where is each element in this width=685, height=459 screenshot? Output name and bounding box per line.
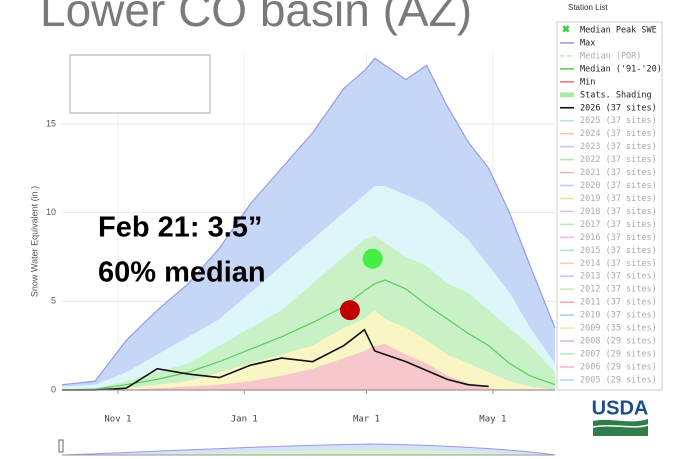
legend-label: Min xyxy=(580,77,595,87)
legend-label: Median Peak SWE xyxy=(580,26,657,36)
legend-label: Max xyxy=(580,38,595,48)
series-line xyxy=(62,328,489,391)
y-tick-label: 15 xyxy=(46,118,56,128)
series-line xyxy=(61,57,556,386)
legend-label: 2018 (37 sites) xyxy=(580,207,657,217)
y-axis-label: Snow Water Equivalent (in.) xyxy=(29,186,39,297)
legend-label: 2006 (29 sites) xyxy=(580,362,657,372)
median-peak-point xyxy=(362,248,383,269)
legend-label: 2024 (37 sites) xyxy=(580,129,657,139)
legend-label: 2026 (37 sites) xyxy=(580,103,657,113)
legend-label: 2017 (37 sites) xyxy=(580,220,657,230)
legend-label: 2014 (37 sites) xyxy=(580,259,657,269)
navigator xyxy=(58,439,556,456)
logo-wave xyxy=(592,424,649,428)
plot-area: 0 5 10 15 Nov 1 Jan 1 Mar 1 May 1 Snow Water Equ… xyxy=(29,53,556,425)
legend: ✖ Median Peak SWE Max Median (POR) Median ('… xyxy=(560,25,662,385)
legend-label: 2010 (37 sites) xyxy=(580,311,657,321)
logo-text: USDA xyxy=(592,397,649,419)
annotation: 60% median xyxy=(98,257,266,289)
chart-title: Lower CO basin (AZ) xyxy=(40,0,472,36)
legend-label: 2009 (35 sites) xyxy=(580,324,657,334)
legend-label: 2005 (29 sites) xyxy=(580,375,657,385)
navigator-handle[interactable] xyxy=(58,439,64,453)
logo-wave xyxy=(593,419,648,436)
legend-label: 2011 (37 sites) xyxy=(580,298,657,308)
legend-label: 2016 (37 sites) xyxy=(580,233,657,243)
legend-label: 2021 (37 sites) xyxy=(580,168,657,178)
legend-label: 2025 (37 sites) xyxy=(580,116,657,126)
legend-title: Station List xyxy=(568,3,608,12)
series-line xyxy=(61,279,556,391)
legend-label: 2012 (37 sites) xyxy=(580,285,657,295)
y-tick-label: 0 xyxy=(51,384,56,394)
legend-box xyxy=(556,21,663,391)
legend-label: Median (POR) xyxy=(580,51,641,61)
legend-label: 2022 (37 sites) xyxy=(580,155,657,165)
x-tick-label: Jan 1 xyxy=(231,415,258,425)
annotation: Feb 21: 3.5” xyxy=(98,212,262,244)
legend-label: 2019 (37 sites) xyxy=(580,194,657,204)
legend-label: 2023 (37 sites) xyxy=(580,142,657,152)
legend-label: Median ('91-'20) xyxy=(580,64,662,74)
legend-symbol: ✖ xyxy=(562,25,570,36)
y-tick-label: 10 xyxy=(46,207,56,217)
legend-label: 2008 (29 sites) xyxy=(580,337,657,347)
legend-label: Stats. Shading xyxy=(580,90,652,100)
marker-point xyxy=(339,300,360,321)
y-tick-label: 5 xyxy=(51,296,56,306)
legend-label: 2013 (37 sites) xyxy=(580,272,657,282)
x-tick-label: May 1 xyxy=(479,415,506,425)
band-area xyxy=(62,343,555,390)
logo: USDA xyxy=(592,397,649,436)
info-box xyxy=(69,54,211,114)
legend-label: 2020 (37 sites) xyxy=(580,181,657,191)
x-tick-label: Nov 1 xyxy=(104,415,131,425)
legend-label: 2015 (37 sites) xyxy=(580,246,657,256)
legend-label: 2007 (29 sites) xyxy=(580,350,657,360)
navigator-area xyxy=(62,449,555,455)
x-tick-label: Mar 1 xyxy=(353,415,380,425)
